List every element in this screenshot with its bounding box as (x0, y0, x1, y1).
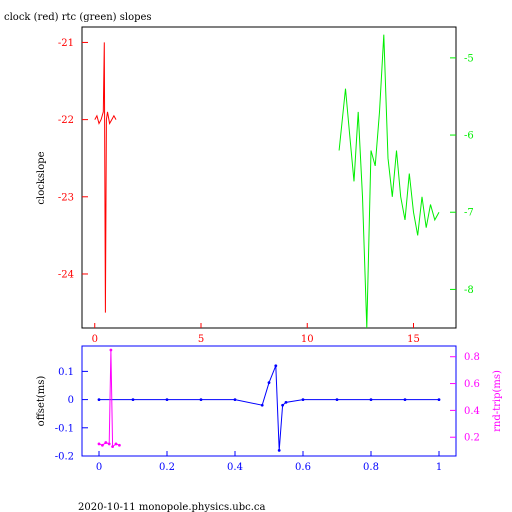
bottom-chart: 0 0.2 0.4 0.6 0.8 1 0.1 0 -0.1 -0.2 0.8 0.6 0.4 0.2… (36, 345, 503, 473)
bottom-x-axis: 0 0.2 0.4 0.6 0.8 1 (96, 451, 442, 473)
series-point-0 (267, 381, 271, 385)
y2-tick-label: -5 (464, 53, 474, 64)
x-tick-label: 5 (198, 334, 204, 345)
y2-tick-label: -8 (464, 285, 474, 296)
x-tick-label: 0 (92, 334, 98, 345)
series-point-1 (118, 443, 121, 447)
y2-tick-label: 0.2 (464, 433, 480, 444)
top-right-y-axis: -5 -6 -7 -8 (450, 53, 474, 296)
series-line-0 (99, 365, 439, 451)
series-line-1 (98, 349, 120, 448)
series-line-1 (338, 34, 440, 329)
series-point-1 (97, 442, 101, 446)
x-tick-label: 10 (301, 334, 314, 345)
series-point-0 (131, 398, 135, 401)
series-point-1 (109, 348, 113, 352)
bottom-y-axis-label: offset(ms) (36, 376, 47, 427)
series-point-0 (437, 398, 441, 401)
series-point-0 (301, 398, 305, 401)
bottom-plot-frame (81, 345, 457, 457)
x-tick-label: 0.8 (363, 462, 379, 473)
y-tick-label: -21 (58, 38, 74, 49)
series-point-0 (97, 398, 101, 401)
series-point-0 (199, 398, 203, 401)
bottom-series-group (97, 348, 441, 452)
bottom-y2-axis-label: rnd-trip(ms) (492, 370, 503, 432)
y-tick-label: -22 (58, 115, 74, 126)
top-left-y-axis: -21 -22 -23 -24 (58, 38, 88, 280)
series-point-1 (111, 445, 114, 449)
series-point-1 (114, 442, 118, 446)
y-tick-label: 0 (68, 395, 74, 406)
y2-tick-label: -7 (464, 208, 474, 219)
chart-title: clock (red) rtc (green) slopes (4, 12, 152, 23)
top-x-axis: 0 5 10 15 (92, 323, 420, 345)
y-tick-label: -0.2 (55, 452, 74, 463)
y2-tick-label: -6 (464, 131, 474, 142)
series-line-0 (94, 42, 117, 313)
series-point-0 (369, 398, 373, 401)
series-point-1 (104, 441, 108, 444)
x-tick-label: 0.6 (295, 462, 311, 473)
x-tick-label: 15 (407, 334, 420, 345)
series-point-0 (403, 398, 407, 401)
y-tick-label: -0.1 (55, 423, 74, 434)
y2-tick-label: 0.8 (464, 352, 480, 363)
series-point-0 (165, 398, 169, 401)
top-y-axis-label: clockslope (36, 151, 47, 204)
x-tick-label: 0.2 (159, 462, 175, 473)
y2-tick-label: 0.4 (464, 406, 480, 417)
series-point-0 (277, 448, 281, 452)
y-tick-label: -23 (58, 192, 74, 203)
top-series-group (94, 34, 440, 329)
x-tick-label: 0.4 (227, 462, 243, 473)
series-point-1 (107, 442, 111, 446)
x-tick-label: 1 (436, 462, 442, 473)
top-chart: 0 5 10 15 -21 -22 -23 -24 -5 -6 -7 -8 clockslope (36, 26, 474, 345)
series-point-1 (101, 443, 104, 447)
y-tick-label: -24 (58, 269, 74, 280)
series-point-0 (281, 403, 284, 407)
y-tick-label: 0.1 (58, 367, 74, 378)
bottom-left-y-axis: 0.1 0 -0.1 -0.2 (55, 367, 88, 463)
series-point-0 (274, 364, 278, 368)
x-tick-label: 0 (96, 462, 102, 473)
series-point-0 (335, 398, 339, 401)
y2-tick-label: 0.6 (464, 379, 480, 390)
top-plot-frame (81, 26, 457, 329)
series-point-0 (284, 401, 288, 404)
series-point-0 (260, 403, 264, 407)
footer-text: 2020-10-11 monopole.physics.ubc.ca (78, 502, 265, 512)
series-point-0 (233, 398, 237, 401)
bottom-right-y-axis: 0.8 0.6 0.4 0.2 (450, 352, 480, 444)
